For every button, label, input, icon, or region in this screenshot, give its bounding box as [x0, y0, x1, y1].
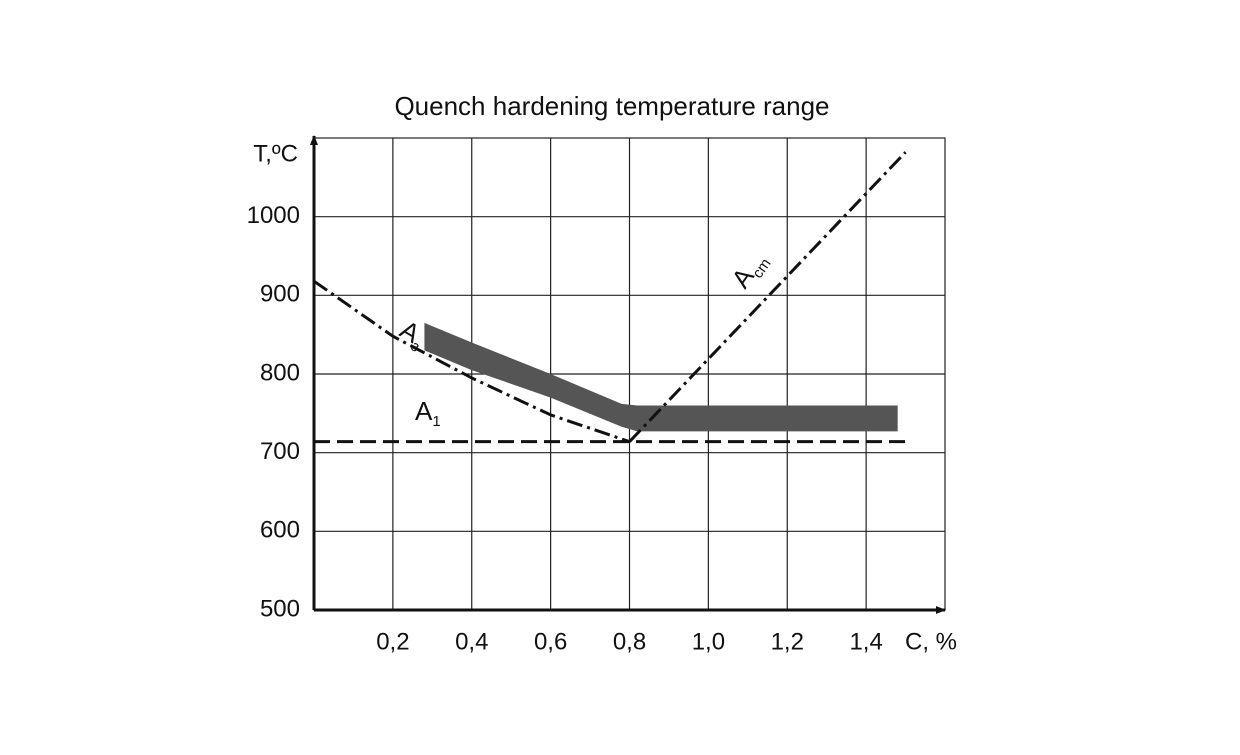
x-tick-label: 0,2 — [376, 628, 409, 655]
line-label-main: A — [415, 396, 433, 426]
x-tick-label: 1,0 — [692, 628, 725, 655]
x-tick-label: 0,6 — [534, 628, 567, 655]
x-tick-label: 0,4 — [455, 628, 488, 655]
line-label: Acm — [725, 246, 774, 296]
hardening-band — [424, 322, 898, 432]
line — [628, 151, 907, 443]
y-tick-label: 600 — [260, 517, 300, 544]
y-tick-label: 900 — [260, 281, 300, 308]
chart-title: Quench hardening temperature range — [394, 91, 829, 121]
x-tick-label: 1,2 — [771, 628, 804, 655]
y-tick-label: 1000 — [247, 202, 300, 229]
y-axis-label: T,ºC — [253, 140, 298, 167]
y-tick-label: 500 — [260, 595, 300, 622]
x-tick-label: 0,8 — [613, 628, 646, 655]
line-label-main: A — [395, 314, 426, 349]
line-label-sub: 1 — [432, 413, 440, 430]
x-axis-label: C, % — [905, 628, 957, 655]
x-tick-label: 1,4 — [849, 628, 882, 655]
y-tick-label: 800 — [260, 359, 300, 386]
line — [313, 279, 630, 444]
y-tick-label: 700 — [260, 438, 300, 465]
line-label: A1 — [415, 396, 441, 430]
